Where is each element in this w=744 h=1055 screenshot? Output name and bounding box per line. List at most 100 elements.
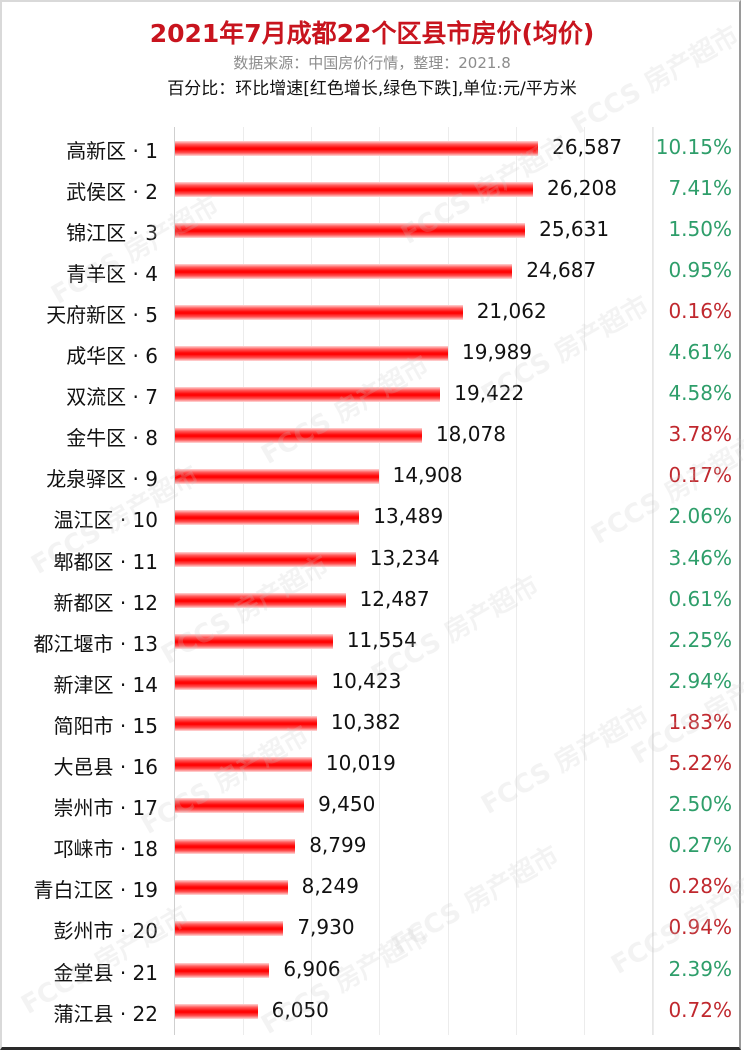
district-name: 崇州市 [53, 796, 114, 821]
bar-row: 郫都区 · 11 13,234 3.46% [0, 539, 744, 580]
bar-row: 武侯区 · 2 26,208 7.41% [0, 169, 744, 210]
category-label: 崇州市 · 17 [53, 792, 158, 821]
mom-change-percent: 2.94% [668, 668, 732, 693]
district-name: 蒲江县 [53, 1001, 114, 1026]
bar-row: 新津区 · 14 10,423 2.94% [0, 662, 744, 703]
district-name: 新津区 [53, 672, 114, 697]
price-bar [175, 921, 284, 937]
rank-number: 11 [132, 549, 158, 574]
price-bar [175, 222, 526, 238]
rank-separator: · [113, 590, 133, 615]
bar-row: 邛崃市 · 18 8,799 0.27% [0, 826, 744, 867]
category-label: 锦江区 · 3 [66, 217, 158, 246]
rank-separator: · [126, 467, 146, 492]
category-label: 金牛区 · 8 [66, 422, 158, 451]
price-value-label: 6,906 [283, 956, 341, 981]
price-value-label: 21,062 [476, 298, 547, 323]
category-label: 彭州市 · 20 [53, 915, 158, 944]
district-name: 成华区 [66, 344, 127, 368]
gridline [379, 127, 381, 1035]
price-value-label: 26,587 [552, 134, 623, 159]
rank-number: 9 [145, 467, 158, 492]
gridline [447, 127, 449, 1035]
category-label: 蒲江县 · 22 [53, 998, 158, 1027]
bar-row: 青羊区 · 4 24,687 0.95% [0, 251, 744, 292]
price-value-label: 8,249 [301, 874, 359, 899]
price-bar [175, 1003, 258, 1019]
price-value-label: 6,050 [271, 997, 329, 1022]
price-bar [175, 387, 441, 403]
category-label: 天府新区 · 5 [46, 299, 158, 328]
gridline [652, 127, 654, 1035]
rank-separator: · [126, 385, 146, 410]
rank-number: 7 [145, 385, 158, 410]
price-bar [175, 757, 312, 772]
rank-number: 17 [132, 796, 158, 821]
bar-row: 龙泉驿区 · 9 14,908 0.17% [0, 456, 744, 497]
rank-number: 15 [132, 713, 158, 738]
bar-row: 双流区 · 7 19,422 4.58% [0, 374, 744, 415]
rank-number: 21 [132, 960, 158, 985]
mom-change-percent: 1.50% [668, 216, 732, 241]
bar-row: 锦江区 · 3 25,631 1.50% [0, 210, 744, 251]
price-bar [175, 346, 449, 361]
mom-change-percent: 0.94% [668, 915, 732, 940]
bar-row: 青白江区 · 19 8,249 0.28% [0, 867, 744, 908]
bar-row: 新都区 · 12 12,487 0.61% [0, 580, 744, 621]
district-name: 温江区 [53, 508, 114, 533]
district-name: 郫都区 [53, 549, 114, 574]
mom-change-percent: 0.95% [668, 257, 732, 282]
rank-separator: · [113, 1001, 133, 1026]
category-label: 郫都区 · 11 [53, 546, 158, 575]
district-name: 都江堰市 [33, 631, 114, 656]
mom-change-percent: 2.50% [668, 792, 732, 817]
rank-number: 16 [132, 755, 158, 779]
chart-note: 百分比：环比增速[红色增长,绿色下跌],单位:元/平方米 [167, 79, 577, 99]
price-value-label: 19,989 [462, 340, 533, 364]
price-value-label: 10,423 [331, 668, 402, 693]
price-value-label: 10,382 [330, 709, 401, 734]
rank-number: 19 [132, 878, 158, 903]
chart-title: 2021年7月成都22个区县市房价(均价) [149, 19, 595, 48]
mom-change-percent: 0.72% [668, 997, 732, 1022]
district-name: 锦江区 [66, 220, 127, 245]
price-value-label: 26,208 [547, 175, 617, 200]
price-bar [175, 551, 356, 567]
bar-row: 彭州市 · 20 7,930 0.94% [0, 908, 744, 949]
category-label: 邛崃市 · 18 [53, 833, 158, 862]
price-bar [175, 304, 463, 320]
rank-number: 14 [132, 672, 158, 697]
mom-change-percent: 5.22% [668, 751, 732, 775]
rank-separator: · [113, 878, 133, 903]
district-name: 金牛区 [66, 426, 127, 451]
price-bar [175, 469, 379, 485]
bar-row: 金堂县 · 21 6,906 2.39% [0, 950, 744, 991]
price-bar [175, 263, 513, 279]
mom-change-percent: 0.17% [668, 463, 732, 488]
rank-separator: · [113, 755, 133, 779]
bar-row: 高新区 · 1 26,587 10.15% [0, 128, 744, 169]
rank-separator: · [126, 344, 146, 368]
bar-row: 天府新区 · 5 21,062 0.16% [0, 292, 744, 333]
price-bar [175, 880, 288, 896]
price-bar [175, 140, 539, 156]
price-bar [175, 428, 422, 444]
district-name: 武侯区 [66, 179, 127, 204]
rank-separator: · [113, 672, 133, 697]
district-name: 邛崃市 [53, 837, 114, 862]
category-label: 青羊区 · 4 [66, 258, 158, 287]
price-value-label: 13,234 [369, 545, 440, 570]
district-name: 青白江区 [33, 878, 114, 903]
district-name: 彭州市 [53, 919, 114, 944]
category-label: 新都区 · 12 [53, 587, 158, 616]
category-label: 双流区 · 7 [66, 381, 158, 410]
mom-change-percent: 7.41% [668, 175, 732, 200]
district-name: 金堂县 [53, 960, 114, 985]
price-bar [175, 633, 333, 649]
category-label: 成华区 · 6 [66, 340, 158, 369]
district-name: 青羊区 [66, 261, 127, 286]
mom-change-percent: 4.61% [668, 340, 732, 364]
price-bar [175, 839, 296, 855]
category-label: 青白江区 · 19 [33, 874, 158, 903]
rank-number: 3 [145, 220, 158, 245]
